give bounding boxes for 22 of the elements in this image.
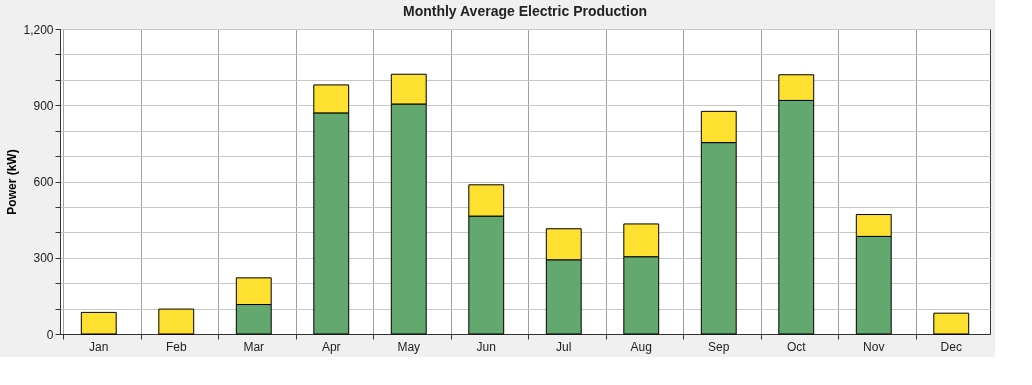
x-tick-label: Dec (940, 339, 962, 354)
y-tick-label: 900 (33, 98, 54, 113)
x-tick-label: Oct (786, 339, 807, 354)
y-tick-label: 1,200 (23, 22, 54, 37)
x-tick-label: Sep (708, 339, 730, 354)
y-axis-title: Power (kW) (5, 149, 20, 215)
y-tick-label: 600 (33, 175, 54, 189)
x-tick-label: Nov (863, 339, 885, 354)
bar (80, 311, 117, 335)
x-tick-label: Jul (556, 339, 572, 354)
y-tick-label: 300 (33, 251, 54, 266)
x-tick-label: May (397, 339, 421, 354)
bar (158, 308, 195, 335)
x-tick-label: Apr (321, 339, 341, 354)
x-tick-label: Jan (89, 339, 109, 354)
x-tick-label: Aug (630, 339, 652, 354)
x-tick-label: Jun (476, 339, 496, 354)
x-tick-label: Mar (243, 339, 265, 354)
x-tick-label: Feb (165, 339, 187, 354)
chart-title: Monthly Average Electric Production (402, 3, 648, 19)
bar (933, 312, 970, 335)
y-tick-label: 0 (46, 327, 54, 342)
